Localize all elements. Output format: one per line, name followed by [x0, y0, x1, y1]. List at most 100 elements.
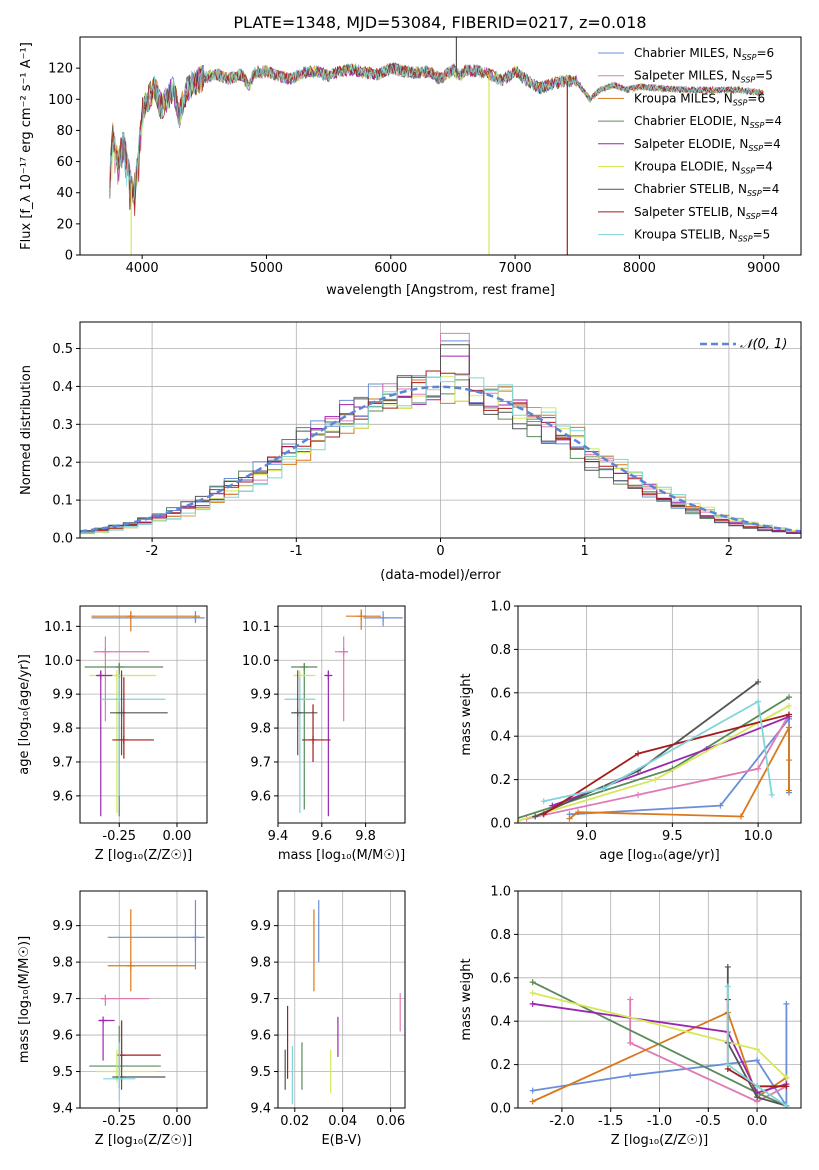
data-point-marker — [115, 1074, 124, 1083]
legend-nssp-prefix: , N — [732, 137, 749, 151]
histogram-steps — [80, 370, 801, 534]
series-marker — [754, 1046, 761, 1053]
y-tick-label: 9.4 — [250, 1102, 271, 1117]
x-tick-label: 7000 — [499, 261, 532, 276]
legend-nssp-eq: = — [763, 137, 773, 151]
series-marker — [785, 694, 792, 701]
x-tick-label: 1 — [581, 544, 589, 559]
legend-nssp-eq: = — [755, 69, 765, 83]
x-tick-label: 10.0 — [744, 829, 773, 844]
series-marker — [627, 1039, 634, 1046]
x-tick-label: 9.4 — [268, 829, 289, 844]
spectrum-panel: 4000 5000 6000 7000 8000 9000 0 20 40 60 80 100 120 w… — [19, 36, 802, 298]
series-marker — [724, 1061, 731, 1068]
plot-area — [518, 678, 792, 823]
plot-area — [284, 609, 403, 817]
y-tick-label: 100 — [48, 93, 73, 108]
series-marker — [768, 791, 775, 798]
series-line — [518, 696, 790, 820]
axes-frame — [79, 890, 208, 1109]
series-marker — [755, 765, 762, 772]
x-tick-label: 0.02 — [280, 1114, 309, 1129]
legend-series-name: Salpeter MILES — [634, 69, 724, 83]
legend-nssp-prefix: , N — [724, 160, 741, 174]
x-axis-label: age [log₁₀(age/yr)] — [599, 848, 720, 863]
y-tick-label: 0.6 — [490, 686, 511, 701]
axes-frame — [277, 890, 406, 1109]
y-axis-label: Normed distribution — [19, 365, 34, 495]
x-tick-label: 9.5 — [662, 829, 683, 844]
legend-label: Kroupa ELODIE, NSSP=4 — [634, 160, 773, 176]
data-point-marker — [300, 663, 309, 672]
legend-nssp-sub: SSP — [742, 53, 757, 62]
legend-label: Salpeter MILES, NSSP=5 — [634, 69, 773, 85]
figure-title: PLATE=1348, MJD=53084, FIBERID=0217, z=0… — [233, 13, 646, 32]
legend-nssp-prefix: , N — [725, 46, 742, 60]
y-tick-label: 0.2 — [490, 1058, 511, 1073]
x-axis-label: wavelength [Angstrom, rest frame] — [326, 283, 555, 298]
y-axis-label: Flux [f_λ 10⁻¹⁷ erg cm⁻² s⁻¹ A⁻¹] — [19, 42, 34, 250]
plot-area — [80, 332, 801, 535]
y-tick-label: 0.4 — [490, 1015, 511, 1030]
y-tick-label: 120 — [48, 62, 73, 77]
y-tick-label: 9.8 — [250, 722, 271, 737]
legend-series-name: Kroupa MILES — [634, 91, 716, 105]
legend-label: Chabrier STELIB, NSSP=4 — [634, 182, 779, 198]
y-tick-label: 9.7 — [52, 992, 73, 1007]
y-tick-label: 0.8 — [490, 928, 511, 943]
data-point-marker — [191, 613, 200, 622]
y-tick-label: 0.0 — [490, 1102, 511, 1117]
legend-nssp-sub: SSP — [750, 121, 765, 130]
series-marker — [627, 996, 634, 1003]
data-point-marker — [126, 612, 135, 621]
data-point-marker — [99, 1016, 108, 1025]
spectrum-line — [109, 62, 764, 201]
series-marker — [529, 989, 536, 996]
x-axis-label: Z [log₁₀(Z/Z☉)] — [611, 1133, 708, 1148]
data-point-marker — [309, 735, 318, 744]
legend-nssp-value: 6 — [767, 46, 775, 60]
x-axis-label: (data-model)/error — [380, 568, 501, 583]
series-line — [543, 700, 773, 803]
y-tick-label: 40 — [56, 186, 73, 201]
x-tick-label: 0 — [436, 544, 444, 559]
x-axis-label: mass [log₁₀(M/M☉)] — [278, 848, 405, 863]
data-point-marker — [295, 695, 304, 704]
series-marker — [785, 787, 792, 794]
y-tick-label: 9.8 — [250, 956, 271, 971]
series-line — [568, 727, 790, 820]
legend-nssp-value: 6 — [757, 91, 765, 105]
axes-frame — [79, 36, 802, 256]
series-marker — [724, 983, 731, 990]
series-marker — [529, 979, 536, 986]
y-tick-label: 1.0 — [490, 600, 511, 615]
age-vs-mass-panel: 9.4 9.6 9.8 9.6 9.7 9.8 9.9 10.0 10.1 mass [log₁₀… — [242, 605, 406, 863]
y-tick-label: 0.2 — [52, 456, 73, 471]
legend-nssp-value: 4 — [773, 137, 781, 151]
legend-label: Kroupa MILES, NSSP=6 — [634, 91, 765, 107]
legend-series-name: Chabrier ELODIE — [634, 114, 733, 128]
y-tick-label: 9.6 — [52, 789, 73, 804]
data-point-marker — [293, 708, 302, 717]
data-point-marker — [112, 671, 121, 680]
legend-label: Salpeter ELODIE, NSSP=4 — [634, 137, 781, 153]
data-point-marker — [339, 647, 348, 656]
plot-area — [84, 611, 205, 817]
legend-label: 𝒩(0, 1) — [740, 337, 787, 352]
y-tick-label: 9.8 — [52, 956, 73, 971]
y-tick-label: 0.0 — [490, 817, 511, 832]
legend-label: Kroupa STELIB, NSSP=5 — [634, 228, 770, 244]
mass-vs-metallicity-panel: -0.25 0.00 9.4 9.5 9.6 9.7 9.8 9.9 Z [log₁₀(Z/Z☉… — [17, 890, 208, 1148]
series-marker — [754, 1057, 761, 1064]
legend-nssp-sub: SSP — [747, 189, 762, 198]
legend-nssp-sub: SSP — [738, 235, 753, 244]
data-point-marker — [101, 647, 110, 656]
y-axis-label: mass weight — [459, 958, 474, 1040]
series-marker — [529, 1087, 536, 1094]
y-tick-label: 9.9 — [250, 688, 271, 703]
legend-nssp-prefix: , N — [724, 69, 741, 83]
mass-vs-ebv-panel: 0.02 0.04 0.06 9.4 9.5 9.6 9.7 9.8 9.9 E(B-V) — [250, 890, 406, 1148]
legend-nssp-value: 4 — [771, 205, 779, 219]
axes-frame — [277, 605, 406, 824]
